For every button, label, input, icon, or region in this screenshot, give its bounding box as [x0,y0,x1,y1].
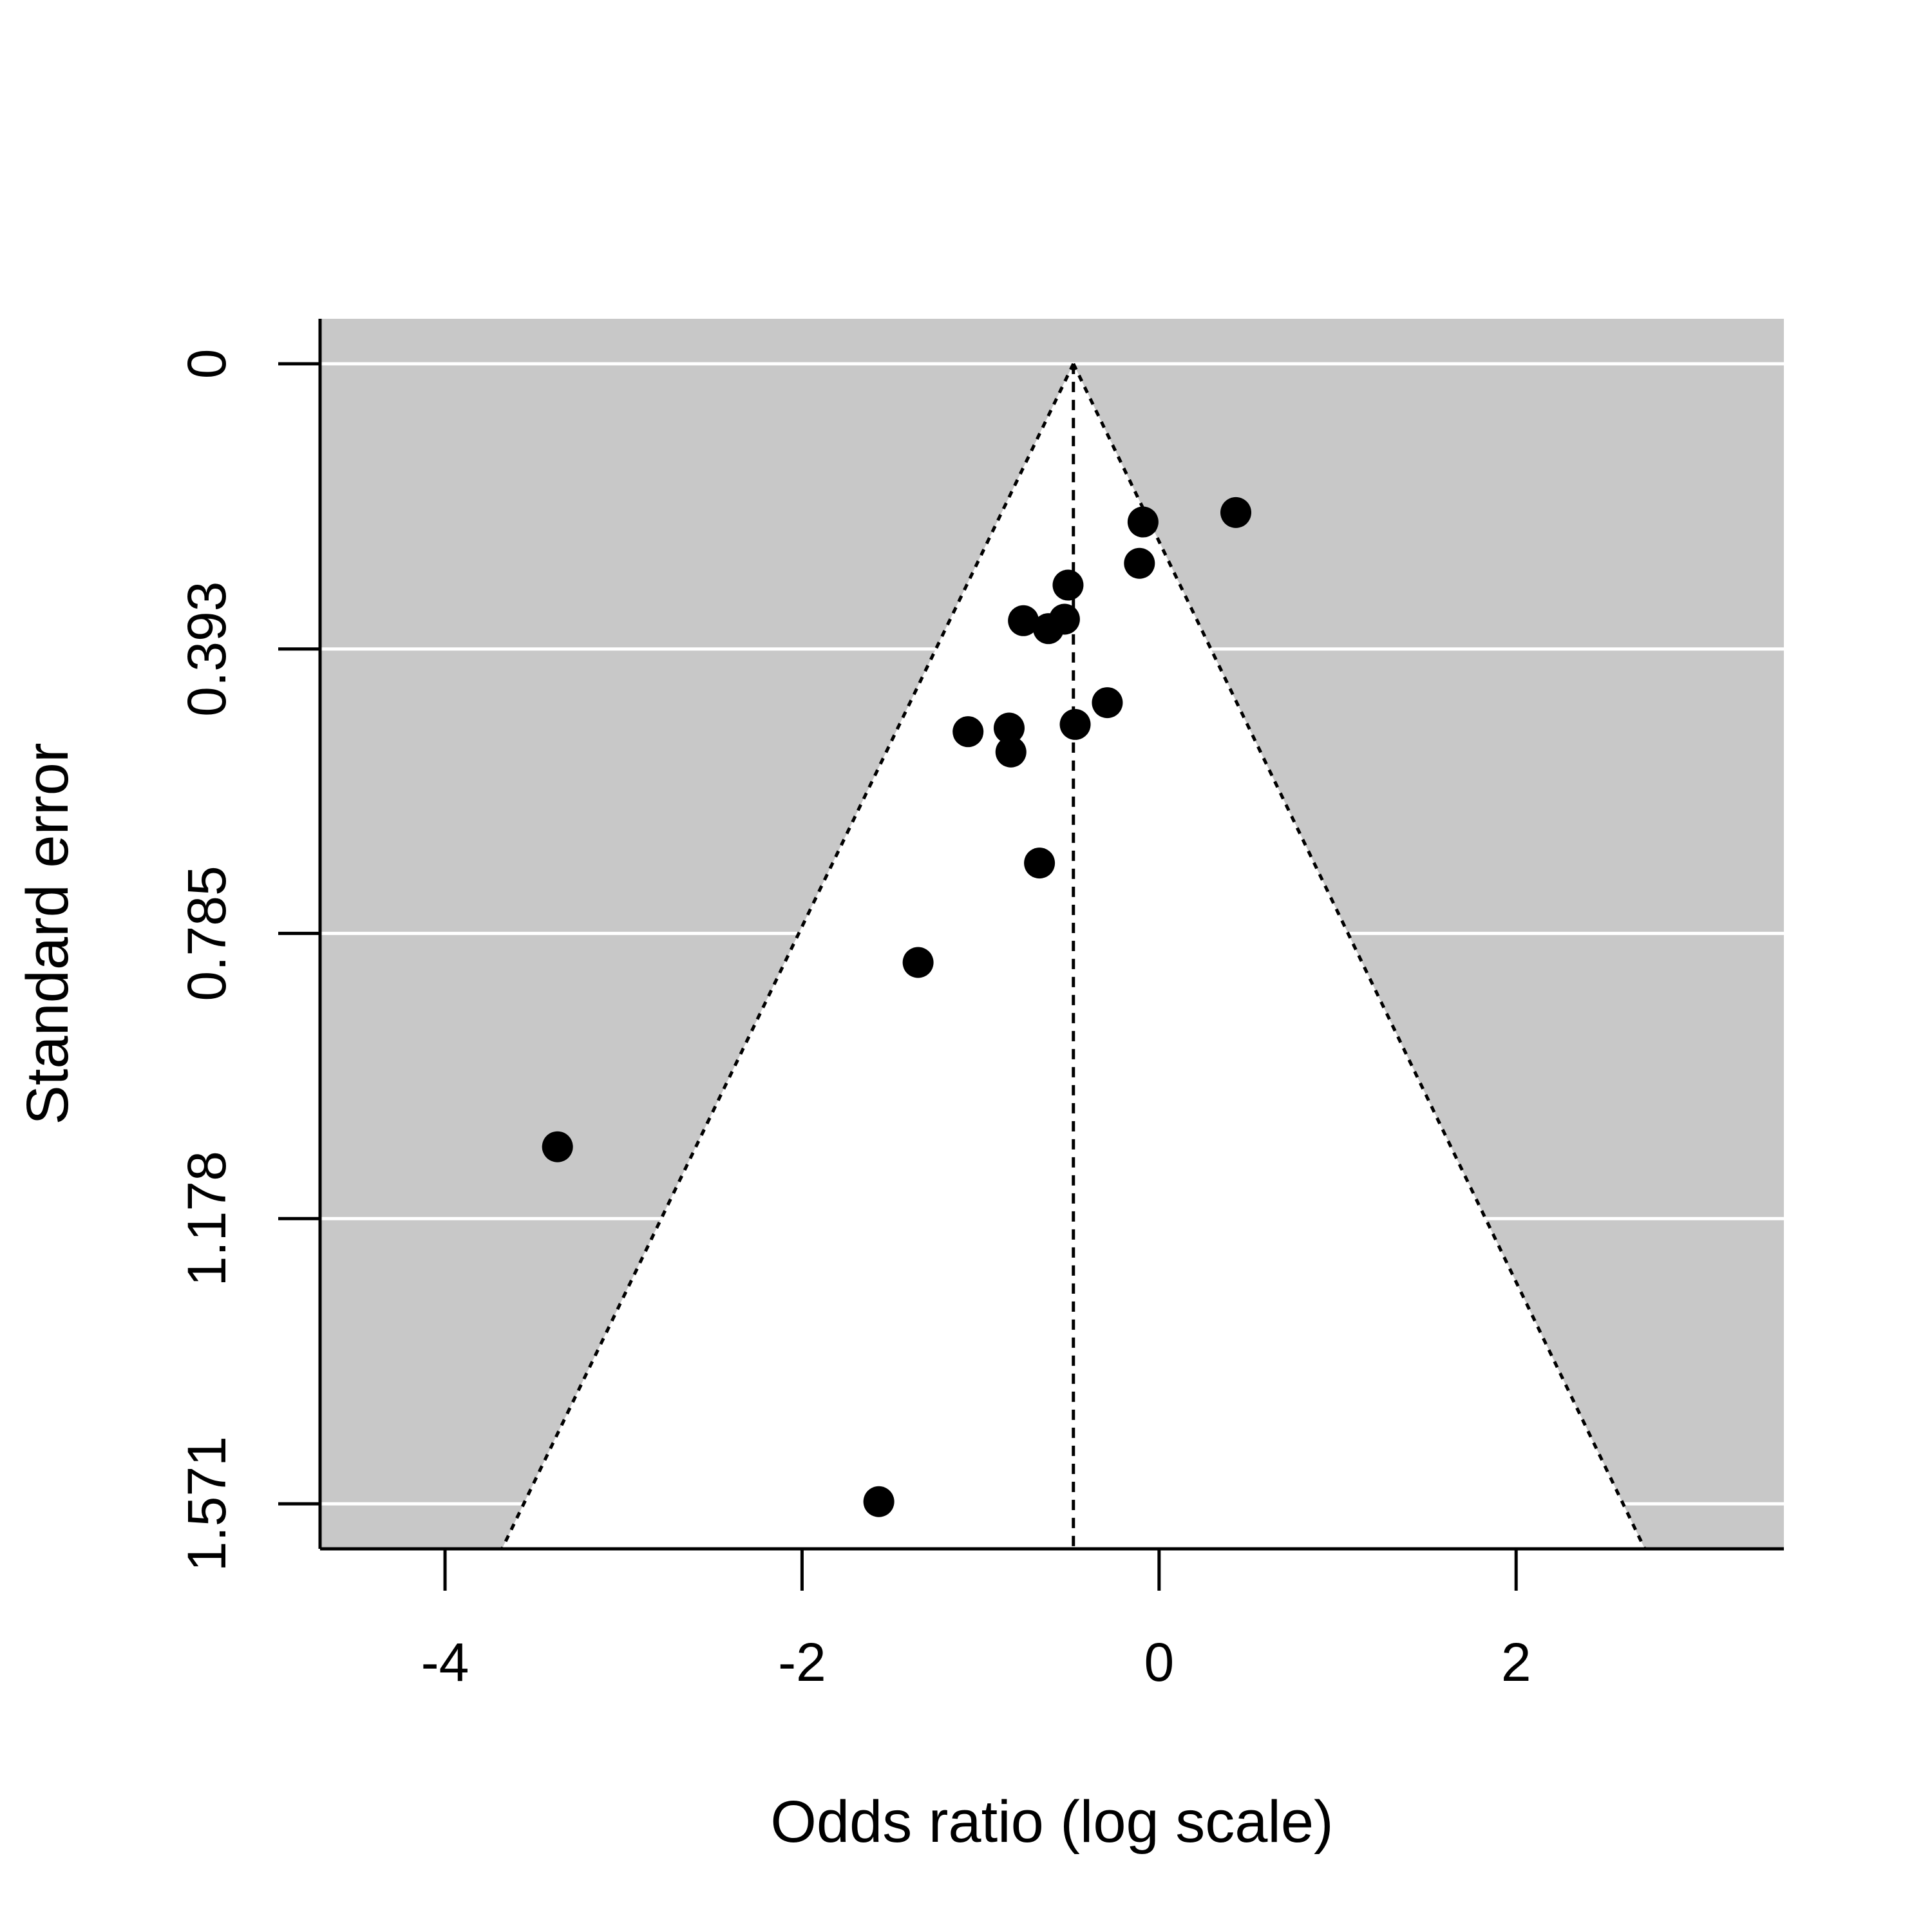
data-point [1008,605,1039,636]
y-tick-label: 0.393 [176,582,237,717]
y-axis: 0 0.393 0.785 1.178 1.571 [176,319,322,1571]
data-point [993,712,1025,744]
x-tick-label: 2 [1501,1632,1531,1692]
y-tick-label: 1.178 [176,1151,237,1286]
y-tick-label: 1.571 [176,1436,237,1571]
x-tick-label: -4 [421,1632,469,1692]
data-points [542,497,1252,1517]
y-tick-label: 0.785 [176,866,237,1001]
data-point [1052,569,1084,601]
data-point [1220,497,1252,528]
data-point [1059,708,1091,740]
x-axis: -4 -2 0 2 [320,1547,1784,1692]
data-point [1024,848,1056,879]
data-point [863,1486,895,1517]
data-point [1124,547,1155,579]
y-tick-label: 0 [176,349,237,379]
data-point [1127,506,1159,538]
x-tick-label: 0 [1144,1632,1174,1692]
funnel-region [502,363,1645,1549]
data-point [1092,687,1123,719]
data-point [542,1131,573,1162]
x-tick-label: -2 [778,1632,826,1692]
grid-lines [320,362,1784,1506]
funnel-right-boundary [1072,363,1647,1550]
data-point [995,736,1027,768]
x-axis-title: Odds ratio (log scale) [770,1789,1333,1855]
y-axis-title: Standard error [15,743,80,1124]
data-point [902,947,934,978]
data-point [952,716,984,748]
funnel-left-boundary [500,363,1075,1550]
data-point [1032,613,1064,645]
